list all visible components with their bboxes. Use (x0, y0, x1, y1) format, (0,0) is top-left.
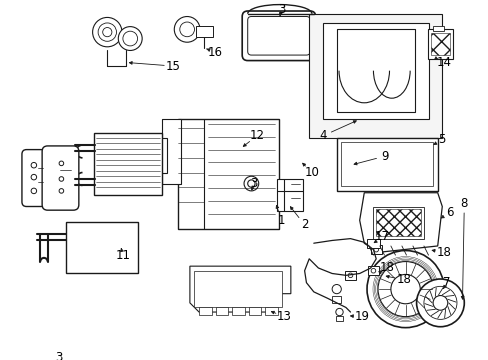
FancyBboxPatch shape (242, 11, 315, 60)
Bar (432, 26, 443, 31)
Bar (248, 307, 261, 315)
Text: 1: 1 (277, 214, 285, 227)
Text: 6: 6 (445, 206, 452, 220)
Bar (162, 119, 181, 184)
Bar (277, 179, 302, 211)
Bar (336, 138, 437, 191)
Bar (336, 138, 437, 191)
Bar (194, 271, 281, 307)
Bar (430, 33, 448, 55)
Circle shape (102, 27, 112, 37)
Bar (335, 316, 343, 321)
Circle shape (174, 17, 200, 42)
Text: 18: 18 (436, 246, 450, 259)
Circle shape (59, 189, 63, 193)
Text: 18: 18 (395, 274, 410, 287)
Text: 7: 7 (442, 276, 450, 289)
Circle shape (416, 279, 464, 327)
Bar (331, 296, 341, 303)
Circle shape (366, 251, 443, 328)
Bar (322, 23, 427, 119)
Bar (93, 133, 162, 195)
Circle shape (142, 144, 147, 148)
Text: 18: 18 (379, 261, 394, 274)
Polygon shape (359, 193, 441, 252)
FancyBboxPatch shape (22, 150, 51, 207)
Circle shape (148, 144, 152, 148)
Text: 13: 13 (276, 310, 291, 323)
Bar (427, 30, 452, 59)
Circle shape (377, 262, 432, 317)
Circle shape (59, 177, 63, 181)
Text: 16: 16 (208, 46, 223, 59)
Bar (178, 119, 278, 229)
Circle shape (142, 150, 147, 155)
FancyBboxPatch shape (42, 146, 79, 210)
Circle shape (31, 162, 37, 168)
Bar (367, 266, 378, 275)
Circle shape (118, 27, 142, 50)
Circle shape (373, 247, 378, 252)
Bar (345, 271, 355, 280)
Bar (196, 26, 212, 37)
Bar (373, 207, 423, 239)
Bar (66, 222, 137, 273)
Bar (341, 142, 432, 186)
Bar (375, 209, 420, 236)
Bar (141, 141, 152, 156)
Text: 3: 3 (250, 177, 257, 190)
Bar (366, 239, 379, 248)
Text: 3: 3 (277, 3, 285, 16)
Circle shape (423, 286, 456, 319)
Circle shape (151, 158, 157, 163)
Circle shape (31, 174, 37, 180)
Circle shape (31, 188, 37, 194)
Bar (162, 119, 181, 184)
Circle shape (390, 274, 419, 304)
Text: 11: 11 (115, 249, 130, 262)
Circle shape (335, 309, 343, 316)
Text: 14: 14 (436, 56, 451, 69)
Bar (199, 307, 211, 315)
Text: 9: 9 (381, 149, 388, 162)
Bar (336, 30, 414, 112)
Polygon shape (189, 266, 290, 312)
Text: 17: 17 (374, 230, 389, 243)
Circle shape (59, 161, 63, 166)
Bar (336, 30, 414, 112)
Circle shape (247, 180, 255, 187)
Bar (370, 245, 381, 254)
Text: 15: 15 (165, 60, 181, 73)
Text: 12: 12 (249, 129, 264, 142)
Bar (308, 14, 441, 138)
Text: 2: 2 (300, 219, 308, 231)
Circle shape (122, 31, 137, 46)
Circle shape (244, 176, 258, 191)
Circle shape (180, 22, 194, 37)
Circle shape (148, 150, 152, 155)
Circle shape (98, 23, 116, 41)
Bar (178, 119, 278, 229)
Text: 19: 19 (354, 310, 369, 323)
Circle shape (370, 269, 375, 273)
Text: 8: 8 (460, 197, 467, 210)
Circle shape (347, 273, 352, 278)
Circle shape (331, 284, 341, 294)
Text: 10: 10 (304, 166, 319, 179)
Circle shape (432, 296, 447, 310)
Bar (137, 138, 166, 172)
Text: 4: 4 (319, 129, 326, 142)
FancyBboxPatch shape (247, 17, 309, 55)
Bar (264, 307, 278, 315)
Text: 3: 3 (55, 351, 62, 360)
Bar (215, 307, 228, 315)
Bar (232, 307, 244, 315)
Circle shape (92, 17, 122, 47)
Circle shape (143, 160, 150, 167)
Text: 5: 5 (438, 133, 445, 146)
Bar (66, 222, 137, 273)
